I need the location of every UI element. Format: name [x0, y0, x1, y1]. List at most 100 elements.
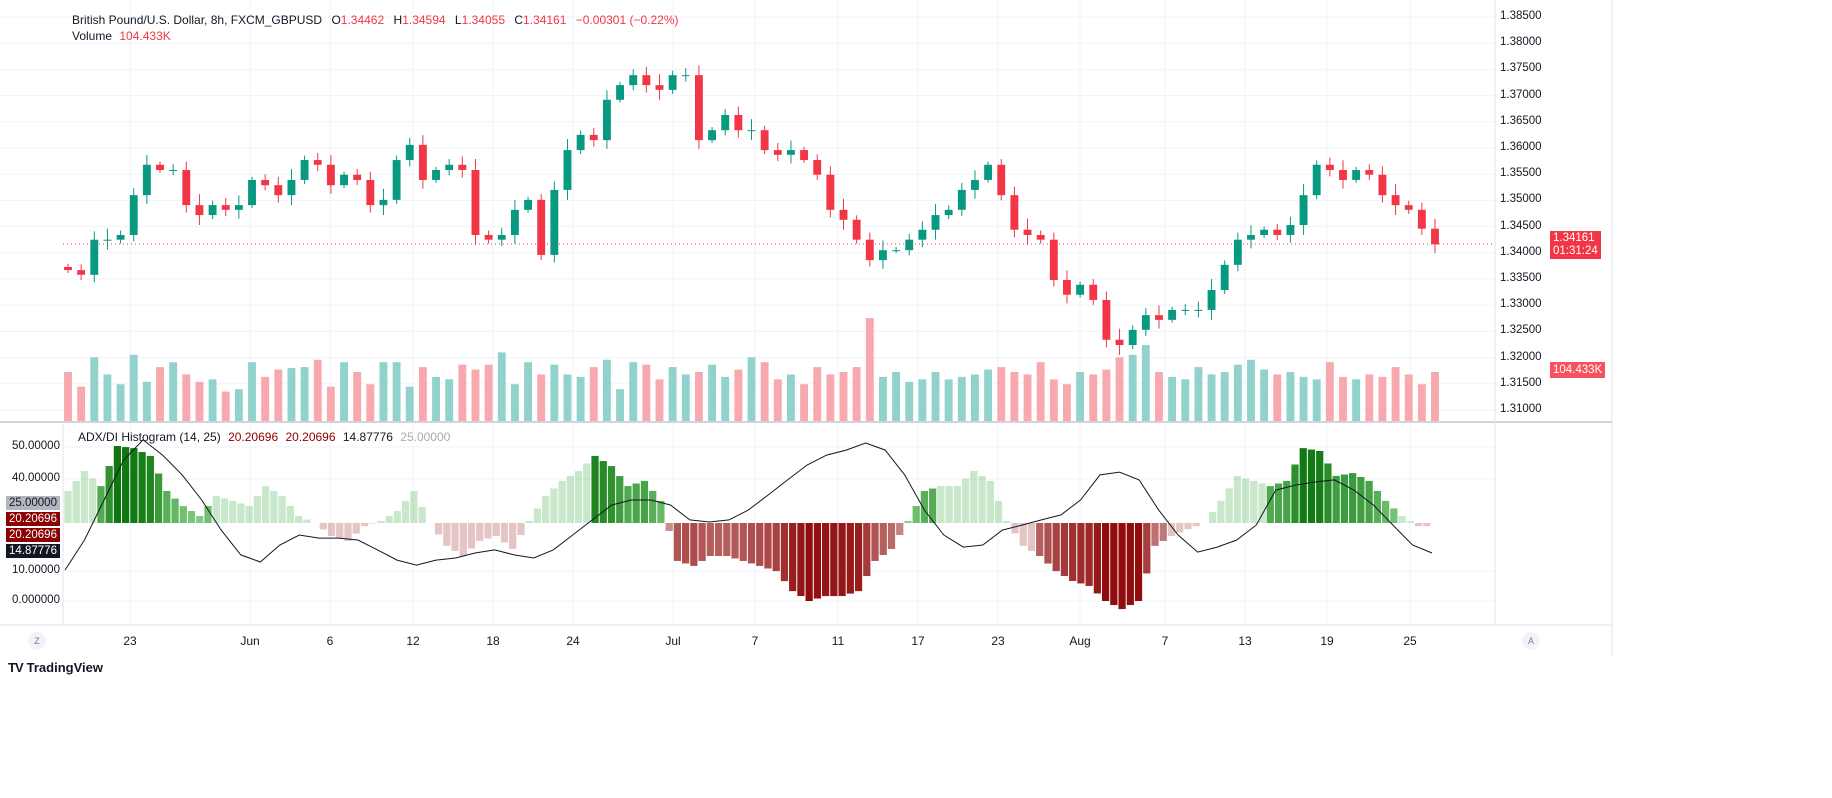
tradingview-logo[interactable]: TV TradingView: [8, 660, 103, 675]
histogram-bar: [640, 480, 649, 523]
indicator-tick: 0.000000: [12, 594, 60, 606]
price-tick: 1.37000: [1500, 88, 1542, 101]
branding-text: TradingView: [26, 660, 103, 675]
histogram-bar: [1101, 523, 1110, 601]
histogram-bar: [953, 486, 961, 523]
histogram-bar: [1349, 473, 1357, 523]
bar-countdown: 01:31:24: [1553, 245, 1598, 257]
histogram-bar: [780, 523, 789, 582]
histogram-bar: [171, 498, 179, 523]
histogram-bar: [583, 463, 591, 523]
candle-body: [195, 205, 204, 216]
volume-bar: [300, 367, 309, 421]
timezone-button[interactable]: Z: [28, 632, 46, 650]
candle-body: [1365, 170, 1374, 175]
candle-body: [589, 134, 598, 141]
candle-body: [1431, 228, 1439, 245]
volume-bar: [248, 362, 256, 421]
candle-body: [129, 195, 138, 235]
histogram-bar: [542, 495, 550, 523]
histogram-bar: [961, 478, 970, 523]
histogram-bar: [723, 523, 731, 557]
candle-body: [668, 75, 677, 90]
candle-body: [839, 209, 848, 220]
candle-body: [405, 144, 414, 161]
volume-bar: [839, 372, 848, 421]
histogram-bar: [1225, 488, 1233, 523]
histogram-bar: [1406, 521, 1414, 523]
volume-bar: [878, 376, 887, 421]
histogram-bar: [1381, 500, 1390, 523]
histogram-bar: [731, 523, 739, 559]
date-tick: 7: [1161, 634, 1169, 648]
histogram-bar: [665, 523, 673, 531]
histogram-bar: [1299, 448, 1307, 523]
candle-body: [1063, 280, 1071, 295]
candle-body: [221, 205, 230, 210]
volume-bar: [287, 368, 296, 421]
candle-body: [64, 266, 72, 271]
candle-body: [655, 85, 664, 90]
candle-body: [1273, 229, 1282, 235]
histogram-bar: [986, 480, 994, 523]
volume-bar: [1391, 367, 1400, 421]
volume-bar: [773, 379, 782, 421]
candle-body: [484, 234, 493, 240]
candle-body: [1102, 299, 1111, 340]
candle-body: [1286, 225, 1295, 235]
volume-bar: [852, 367, 861, 421]
volume-bar: [366, 384, 375, 421]
volume-bar: [1181, 379, 1190, 421]
symbol-title[interactable]: British Pound/U.S. Dollar, 8h, FXCM_GBPU…: [72, 13, 323, 27]
volume-bar: [800, 384, 809, 421]
histogram-bar: [682, 523, 690, 564]
candle-body: [103, 239, 112, 241]
volume-bar: [116, 384, 125, 421]
histogram-bar: [558, 480, 566, 523]
histogram-bar: [1324, 463, 1332, 523]
histogram-bar: [690, 523, 698, 566]
high-label: H: [393, 13, 403, 27]
histogram-bar: [459, 523, 467, 557]
candle-body: [287, 179, 296, 196]
indicator-title[interactable]: ADX/DI Histogram (14, 25): [78, 430, 221, 444]
volume-bar: [379, 362, 388, 421]
histogram-bar: [303, 519, 311, 523]
candle-body: [182, 170, 191, 206]
histogram-bar: [970, 471, 978, 523]
di-minus-tag: 20.20696: [6, 528, 60, 542]
histogram-bar: [896, 523, 904, 535]
auto-scale-button[interactable]: A: [1522, 632, 1540, 650]
indicator-value-4: 25.00000: [400, 430, 451, 444]
histogram-bar: [179, 506, 187, 523]
indicator-tick: 10.00000: [12, 564, 60, 576]
volume-bar: [681, 374, 690, 421]
price-tick: 1.35000: [1500, 193, 1542, 206]
candle-body: [510, 209, 519, 235]
histogram-bar: [1019, 523, 1027, 546]
indicator-tick: 40.00000: [12, 472, 60, 484]
volume-label[interactable]: Volume: [72, 29, 113, 43]
histogram-bar: [451, 523, 459, 551]
candle-body: [1325, 164, 1334, 171]
volume-bar: [589, 367, 598, 421]
candle-body: [1128, 329, 1137, 346]
histogram-bar: [772, 523, 780, 572]
close-value: 1.34161: [523, 13, 567, 27]
candle-body: [1168, 309, 1177, 320]
candle-body: [1049, 239, 1058, 281]
volume-bar: [931, 372, 940, 421]
histogram-bar: [467, 523, 476, 549]
histogram-bar: [105, 466, 113, 523]
histogram-bar: [1250, 480, 1258, 523]
candle-body: [234, 205, 243, 210]
histogram-bar: [484, 523, 492, 539]
candle-body: [1299, 195, 1308, 226]
candle-body: [918, 229, 927, 240]
histogram-bar: [616, 476, 624, 523]
candle-body: [786, 150, 795, 155]
candle-body: [944, 209, 953, 216]
candle-body: [550, 189, 559, 255]
candle-body: [379, 199, 388, 206]
